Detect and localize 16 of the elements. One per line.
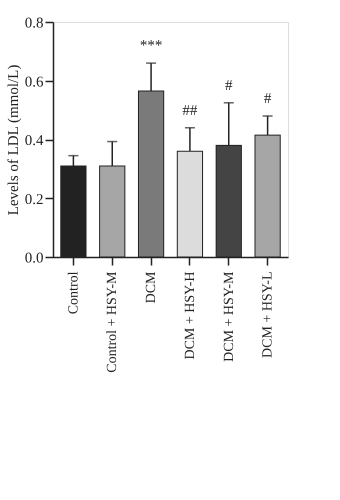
x-tick-label: DCM + HSY-M [222,270,237,362]
x-tick-label: DCM [144,270,160,304]
annotation: *** [140,38,162,54]
y-tick-label: 0.8 [24,16,44,32]
x-tick-label: Control [66,271,82,314]
y-tick-label: 0.0 [24,250,44,266]
y-tick-label: 0.4 [24,133,44,149]
y-tick-label: 0.2 [24,192,44,208]
y-axis-title: Levels of LDL (mmol/L) [6,64,22,216]
annotation: # [264,91,272,107]
y-tick-label: 0.6 [24,74,44,90]
x-tick-label: Control + HSY-M [105,270,120,373]
annotation: # [225,78,234,94]
x-tick-label: DCM + HSY-L [260,272,276,358]
annotation: ## [182,102,198,119]
x-tick-label: DCM + HSY-H [182,272,198,360]
